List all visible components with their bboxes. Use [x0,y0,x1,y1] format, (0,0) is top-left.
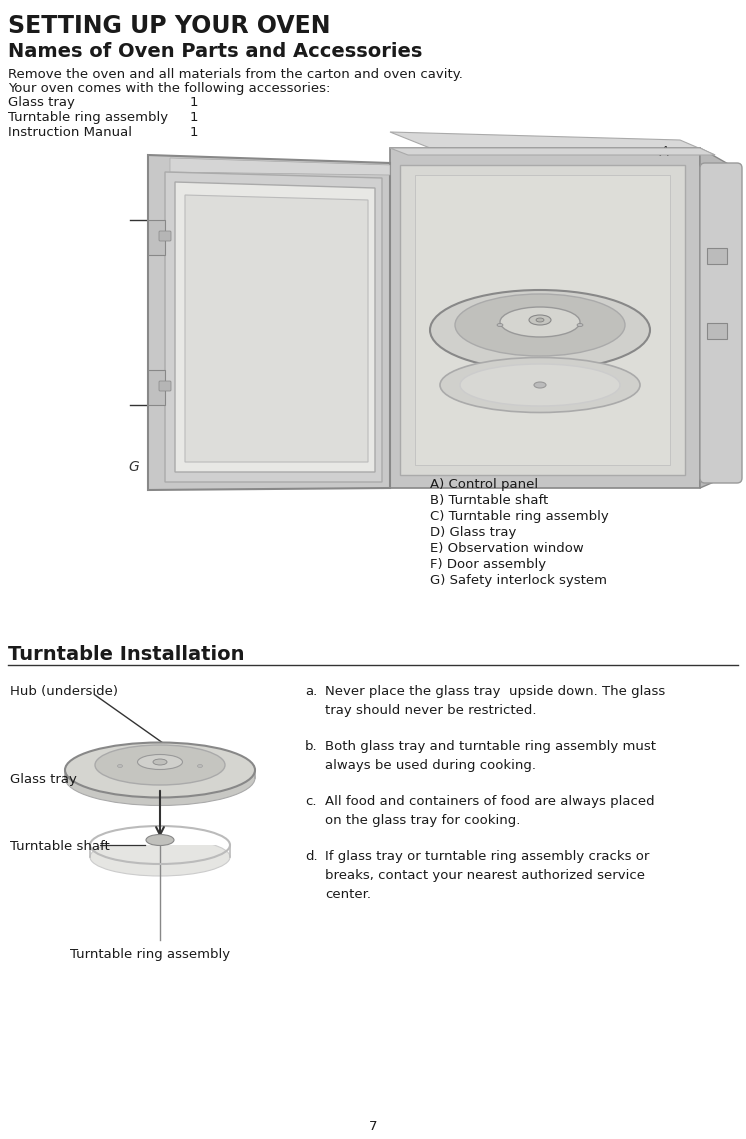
Ellipse shape [90,838,230,876]
Text: 7: 7 [369,1120,377,1133]
Text: F: F [215,165,223,179]
Text: 1: 1 [190,110,198,124]
Text: If glass tray or turntable ring assembly cracks or
breaks, contact your nearest : If glass tray or turntable ring assembly… [325,850,649,901]
Polygon shape [390,132,715,155]
Text: Turntable ring assembly: Turntable ring assembly [70,948,230,961]
Text: Turntable ring assembly: Turntable ring assembly [8,110,168,124]
Text: E: E [308,453,317,467]
Polygon shape [148,155,390,490]
Text: Both glass tray and turntable ring assembly must
always be used during cooking.: Both glass tray and turntable ring assem… [325,740,656,772]
Ellipse shape [95,745,225,785]
FancyBboxPatch shape [700,163,742,483]
Ellipse shape [534,382,546,388]
Text: All food and containers of food are always placed
on the glass tray for cooking.: All food and containers of food are alwa… [325,795,655,827]
Ellipse shape [198,764,202,768]
Text: Names of Oven Parts and Accessories: Names of Oven Parts and Accessories [8,42,422,62]
Ellipse shape [430,290,650,370]
Text: A: A [660,145,669,159]
Ellipse shape [529,316,551,325]
Ellipse shape [65,751,255,805]
Text: Hub (underside): Hub (underside) [10,685,118,698]
Text: c.: c. [305,795,316,808]
Text: b.: b. [305,740,318,753]
Text: G: G [128,460,139,474]
Ellipse shape [440,358,640,412]
Text: Never place the glass tray  upside down. The glass
tray should never be restrict: Never place the glass tray upside down. … [325,685,665,716]
Text: d.: d. [305,850,318,863]
Polygon shape [148,370,165,405]
Text: B: B [455,453,465,467]
Polygon shape [148,220,165,255]
Text: A) Control panel: A) Control panel [430,478,538,491]
Text: D: D [355,453,366,467]
Polygon shape [390,148,715,155]
Polygon shape [165,172,382,482]
Text: Instruction Manual: Instruction Manual [8,126,132,139]
Polygon shape [175,182,375,472]
Ellipse shape [65,743,255,797]
Text: F) Door assembly: F) Door assembly [430,558,546,571]
Text: Remove the oven and all materials from the carton and oven cavity.: Remove the oven and all materials from t… [8,68,463,81]
Text: C: C [408,453,418,467]
FancyBboxPatch shape [707,248,727,264]
Ellipse shape [455,294,625,357]
Text: 1: 1 [190,126,198,139]
Ellipse shape [500,308,580,337]
FancyBboxPatch shape [415,175,670,465]
FancyBboxPatch shape [707,323,727,339]
Polygon shape [170,158,390,175]
Text: Glass tray: Glass tray [8,96,75,109]
Ellipse shape [460,364,620,405]
Ellipse shape [137,754,183,770]
Ellipse shape [153,759,167,765]
FancyBboxPatch shape [159,231,171,241]
Polygon shape [185,195,368,462]
Text: 1: 1 [190,96,198,109]
Text: C) Turntable ring assembly: C) Turntable ring assembly [430,510,609,523]
Text: Turntable shaft: Turntable shaft [10,839,110,853]
Text: G) Safety interlock system: G) Safety interlock system [430,574,607,587]
Text: D) Glass tray: D) Glass tray [430,526,516,539]
Text: B) Turntable shaft: B) Turntable shaft [430,494,548,507]
Text: SETTING UP YOUR OVEN: SETTING UP YOUR OVEN [8,14,330,38]
Text: Your oven comes with the following accessories:: Your oven comes with the following acces… [8,82,330,95]
Text: Glass tray: Glass tray [10,773,77,786]
FancyBboxPatch shape [159,382,171,391]
Ellipse shape [497,323,503,327]
Text: a.: a. [305,685,317,698]
Ellipse shape [536,318,544,322]
Polygon shape [700,148,730,487]
Ellipse shape [146,835,174,845]
Ellipse shape [577,323,583,327]
FancyBboxPatch shape [400,165,685,475]
Text: Turntable Installation: Turntable Installation [8,645,245,664]
Ellipse shape [118,764,122,768]
FancyBboxPatch shape [390,148,700,487]
Text: E) Observation window: E) Observation window [430,542,584,555]
